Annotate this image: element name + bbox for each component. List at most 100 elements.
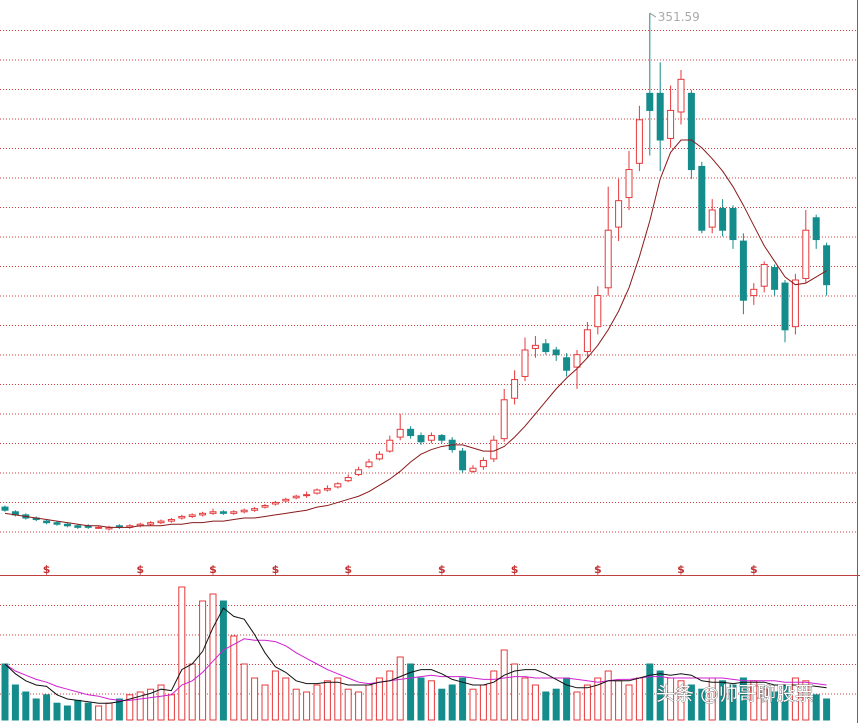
candle-body: [407, 428, 415, 437]
volume-bar: [448, 684, 456, 721]
candle-body: [271, 501, 279, 505]
volume-bar: [604, 670, 612, 721]
event-marker: $: [594, 563, 602, 576]
volume-bar: [791, 677, 799, 721]
volume-bar: [594, 677, 602, 721]
volume-bar: [230, 635, 238, 721]
candle-body: [708, 209, 716, 228]
volume-bar: [251, 677, 259, 721]
volume-bar: [615, 680, 623, 721]
event-marker: $: [272, 563, 280, 576]
candle-body: [199, 512, 207, 516]
volume-bar: [635, 677, 643, 721]
volume-bar: [469, 688, 477, 721]
candle-body: [334, 483, 342, 488]
candle-body: [95, 526, 103, 529]
volume-bar: [573, 691, 581, 721]
volume-bar: [136, 691, 144, 721]
volume-bar: [427, 680, 435, 721]
candle-body: [438, 435, 446, 441]
candle-body: [677, 78, 685, 113]
volume-bar: [32, 698, 40, 721]
volume-bar: [677, 680, 685, 721]
candle-body: [521, 349, 529, 377]
candle-body: [698, 165, 706, 231]
candle-body: [74, 525, 82, 528]
volume-bar: [365, 684, 373, 721]
volume-bar: [115, 698, 123, 721]
candle-body: [230, 511, 238, 514]
volume-bar: [479, 684, 487, 721]
candle-body: [167, 519, 175, 522]
candle-body: [261, 505, 269, 508]
volume-bar: [459, 677, 467, 721]
volume-bar: [396, 656, 404, 721]
volume-ma-short: [4, 607, 827, 704]
volume-bar: [63, 705, 71, 721]
max-pointer: [649, 12, 657, 18]
volume-bar: [823, 698, 831, 721]
volume-bar: [739, 677, 747, 721]
candle-body: [635, 119, 643, 164]
volume-bar: [126, 694, 134, 721]
volume-bar: [147, 688, 155, 721]
volume-bar: [188, 663, 196, 721]
event-marker: $: [677, 563, 685, 576]
volume-bar: [334, 677, 342, 721]
plot: $ $ $ $ $ $ $ $ $ $351.59: [1, 10, 831, 721]
volume-bar: [687, 684, 695, 721]
volume-bar: [719, 680, 727, 721]
candle-body: [552, 349, 560, 356]
event-marker: $: [136, 563, 144, 576]
volume-bar: [355, 691, 363, 721]
volume-bar: [656, 670, 664, 721]
volume-bar: [313, 684, 321, 721]
volume-bar: [490, 670, 498, 721]
candle-body: [563, 357, 571, 371]
event-marker: $: [750, 563, 758, 576]
candle-body: [417, 435, 425, 443]
candle-body: [63, 523, 71, 527]
volume-bar: [500, 649, 508, 721]
candle-body: [219, 511, 227, 514]
volume-bar: [199, 600, 207, 721]
candle-body: [729, 207, 737, 241]
volume-bar: [802, 680, 810, 721]
candle-body: [771, 267, 779, 290]
candle-body: [344, 477, 352, 482]
candle-body: [365, 461, 373, 468]
candle-body: [147, 522, 155, 525]
volume-bar: [271, 670, 279, 721]
event-marker: $: [209, 563, 217, 576]
volume-bar: [646, 663, 654, 721]
candle-body: [781, 282, 789, 331]
candle-body: [386, 439, 394, 452]
volume-bar: [323, 680, 331, 721]
candle-body: [583, 329, 591, 353]
volume-bar: [240, 663, 248, 721]
max-label: 351.59: [658, 10, 700, 24]
candle-body: [604, 229, 612, 289]
volume-bar: [261, 684, 269, 721]
volume-bar: [521, 677, 529, 721]
volume-bar: [542, 691, 550, 721]
candle-body: [303, 494, 311, 497]
volume-bar: [95, 705, 103, 721]
candle-body: [625, 169, 633, 199]
volume-ma-long: [4, 638, 827, 701]
volume-bar: [303, 691, 311, 721]
candle-body: [490, 439, 498, 460]
candle-body: [791, 279, 799, 328]
volume-bar: [771, 691, 779, 721]
candle-body: [157, 520, 165, 524]
candle-body: [313, 489, 321, 494]
candle-body: [511, 379, 519, 399]
volume-bar: [178, 586, 186, 721]
candle-body: [427, 435, 435, 441]
candle-body: [323, 487, 331, 491]
candle-body: [719, 207, 727, 231]
volume-bar: [531, 684, 539, 721]
volume-bar: [438, 688, 446, 721]
candle-body: [667, 109, 675, 139]
event-marker: $: [43, 563, 51, 576]
